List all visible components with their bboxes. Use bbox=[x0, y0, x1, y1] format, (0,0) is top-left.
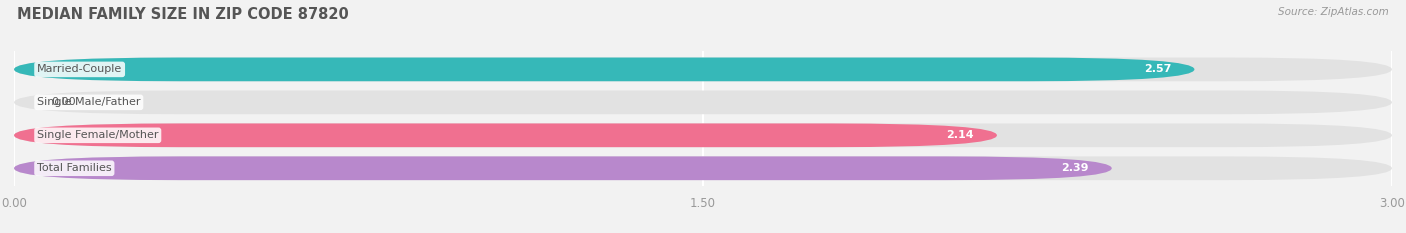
FancyBboxPatch shape bbox=[14, 156, 1112, 180]
Text: Single Female/Mother: Single Female/Mother bbox=[37, 130, 159, 140]
Text: Single Male/Father: Single Male/Father bbox=[37, 97, 141, 107]
Text: Married-Couple: Married-Couple bbox=[37, 64, 122, 74]
Text: 2.57: 2.57 bbox=[1144, 64, 1171, 74]
Text: Source: ZipAtlas.com: Source: ZipAtlas.com bbox=[1278, 7, 1389, 17]
Text: MEDIAN FAMILY SIZE IN ZIP CODE 87820: MEDIAN FAMILY SIZE IN ZIP CODE 87820 bbox=[17, 7, 349, 22]
Text: Total Families: Total Families bbox=[37, 163, 111, 173]
FancyBboxPatch shape bbox=[14, 156, 1392, 180]
Text: 2.39: 2.39 bbox=[1062, 163, 1088, 173]
Text: 0.00: 0.00 bbox=[51, 97, 76, 107]
FancyBboxPatch shape bbox=[14, 58, 1392, 81]
FancyBboxPatch shape bbox=[14, 123, 1392, 147]
FancyBboxPatch shape bbox=[14, 90, 1392, 114]
FancyBboxPatch shape bbox=[14, 58, 1195, 81]
Text: 2.14: 2.14 bbox=[946, 130, 974, 140]
FancyBboxPatch shape bbox=[14, 123, 997, 147]
